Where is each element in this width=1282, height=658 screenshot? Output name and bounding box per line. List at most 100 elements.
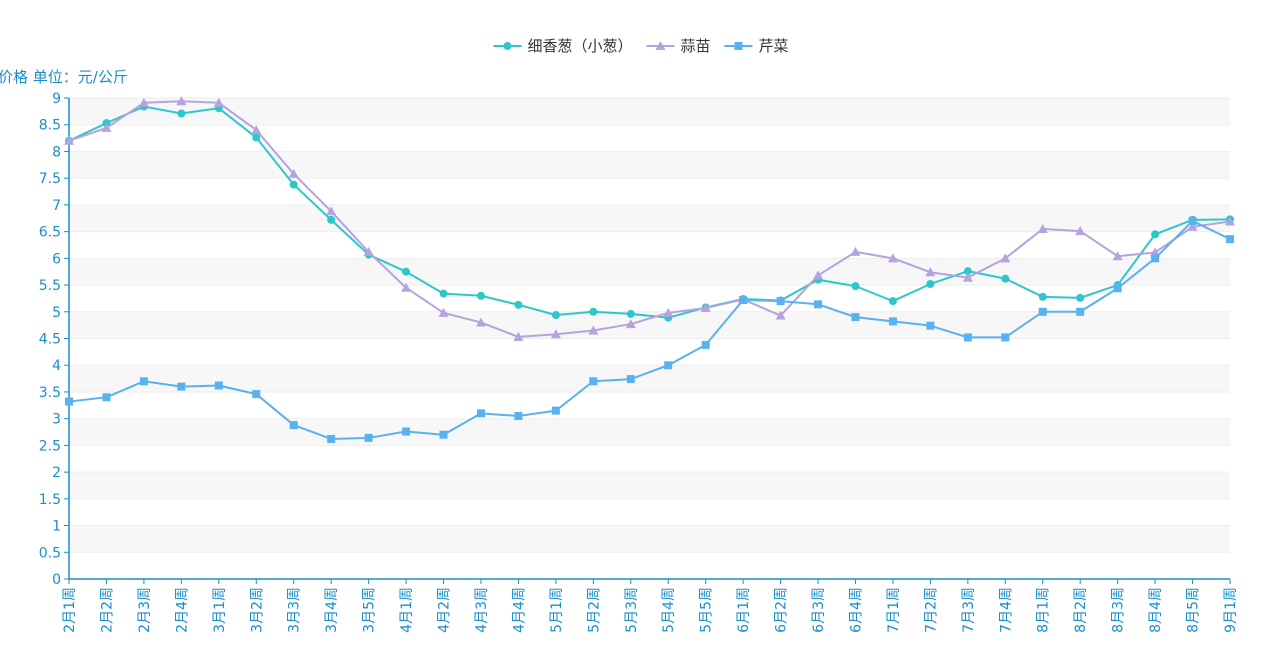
data-point[interactable] — [850, 246, 861, 256]
data-point[interactable] — [1037, 223, 1048, 233]
axis-layer: 0 0.5 1 1.5 2 2.5 3 3.5 4 4.5 5 5.5 6 6.5 7 7.5 8 8.5 9 2月1… — [39, 91, 1239, 633]
data-point[interactable] — [962, 272, 973, 282]
data-point[interactable] — [1226, 235, 1234, 244]
x-tick-label: 5月2周 — [586, 587, 602, 633]
y-tick-label: 5 — [52, 305, 61, 321]
data-point[interactable] — [1000, 253, 1011, 263]
data-point[interactable] — [402, 267, 411, 276]
y-tick-label: 0 — [52, 572, 61, 588]
x-tick-label: 5月3周 — [624, 587, 640, 633]
data-point[interactable] — [476, 409, 485, 418]
data-point[interactable] — [550, 329, 561, 339]
data-point[interactable] — [1038, 292, 1047, 301]
data-point[interactable] — [813, 270, 824, 280]
data-point[interactable] — [438, 307, 449, 317]
data-point[interactable] — [213, 97, 224, 107]
data-point[interactable] — [1076, 307, 1085, 316]
data-point[interactable] — [926, 279, 935, 288]
data-point[interactable] — [888, 297, 897, 306]
data-point[interactable] — [1151, 230, 1160, 239]
data-point[interactable] — [1225, 216, 1235, 226]
data-point[interactable] — [101, 122, 112, 132]
data-point[interactable] — [888, 317, 897, 326]
data-point[interactable] — [887, 253, 898, 263]
data-point[interactable] — [626, 375, 635, 384]
data-point[interactable] — [1113, 284, 1122, 293]
data-point[interactable] — [664, 361, 673, 370]
data-point[interactable] — [1151, 254, 1160, 263]
legend-item-2[interactable]: 蒜苗 — [646, 37, 711, 55]
data-point[interactable] — [775, 310, 786, 320]
x-tick-label: 5月4周 — [661, 587, 677, 633]
legend[interactable]: 细香葱（小葱） 蒜苗 芹菜 — [493, 37, 789, 55]
data-point[interactable] — [252, 133, 261, 142]
y-tick-label: 3.5 — [39, 385, 61, 401]
data-point[interactable] — [963, 333, 972, 342]
data-point[interactable] — [289, 421, 298, 430]
data-point[interactable] — [439, 289, 448, 298]
data-point[interactable] — [475, 317, 486, 327]
data-point[interactable] — [64, 135, 74, 145]
data-point[interactable] — [439, 430, 448, 439]
data-point[interactable] — [551, 310, 560, 319]
data-point[interactable] — [177, 109, 186, 118]
data-point[interactable] — [851, 313, 860, 322]
data-point[interactable] — [1001, 333, 1010, 342]
legend-item-3[interactable]: 芹菜 — [724, 37, 789, 55]
data-point[interactable] — [1001, 274, 1010, 283]
data-point[interactable] — [514, 300, 523, 309]
data-point[interactable] — [476, 291, 485, 300]
data-point[interactable] — [589, 307, 598, 316]
data-point[interactable] — [288, 168, 299, 178]
data-point[interactable] — [963, 267, 972, 276]
data-point[interactable] — [177, 382, 186, 391]
data-point[interactable] — [252, 390, 261, 399]
data-point[interactable] — [625, 319, 636, 329]
data-point[interactable] — [851, 282, 860, 291]
data-point[interactable] — [739, 296, 748, 305]
legend-label: 蒜苗 — [680, 37, 710, 55]
data-point[interactable] — [1188, 216, 1197, 225]
data-point[interactable] — [814, 300, 823, 309]
data-point[interactable] — [289, 180, 298, 189]
data-point[interactable] — [588, 325, 599, 335]
data-point[interactable] — [663, 307, 674, 317]
data-point[interactable] — [1076, 293, 1085, 302]
data-point[interactable] — [926, 321, 935, 330]
data-point[interactable] — [176, 96, 187, 106]
data-point[interactable] — [138, 97, 149, 107]
data-point[interactable] — [513, 331, 524, 341]
data-point[interactable] — [701, 340, 710, 349]
data-point[interactable] — [402, 427, 411, 436]
data-point[interactable] — [363, 246, 374, 256]
data-point[interactable] — [65, 397, 73, 406]
data-point[interactable] — [139, 377, 148, 386]
y-tick-label: 2 — [52, 465, 61, 481]
grid-band — [69, 525, 1230, 553]
data-point[interactable] — [1038, 307, 1047, 316]
x-tick-label: 4月3周 — [474, 587, 490, 633]
data-point[interactable] — [364, 433, 373, 442]
data-point[interactable] — [326, 206, 337, 216]
data-point[interactable] — [514, 411, 523, 420]
data-point[interactable] — [214, 381, 223, 390]
data-point[interactable] — [1075, 226, 1086, 236]
data-point[interactable] — [776, 297, 785, 306]
data-point[interactable] — [589, 377, 598, 386]
data-point[interactable] — [401, 282, 412, 292]
data-point[interactable] — [551, 406, 560, 415]
data-point[interactable] — [700, 303, 711, 313]
series-3 — [65, 216, 1234, 443]
data-point[interactable] — [626, 309, 635, 318]
data-point[interactable] — [925, 267, 936, 277]
data-point[interactable] — [1112, 251, 1123, 261]
legend-marker — [655, 41, 666, 50]
data-point[interactable] — [251, 125, 262, 135]
legend-label: 芹菜 — [759, 37, 789, 55]
data-point[interactable] — [327, 434, 336, 443]
data-point[interactable] — [102, 393, 111, 402]
legend-item-1[interactable]: 细香葱（小葱） — [493, 37, 632, 55]
data-point[interactable] — [327, 215, 336, 224]
data-point[interactable] — [1150, 247, 1161, 257]
data-point[interactable] — [1187, 221, 1198, 231]
